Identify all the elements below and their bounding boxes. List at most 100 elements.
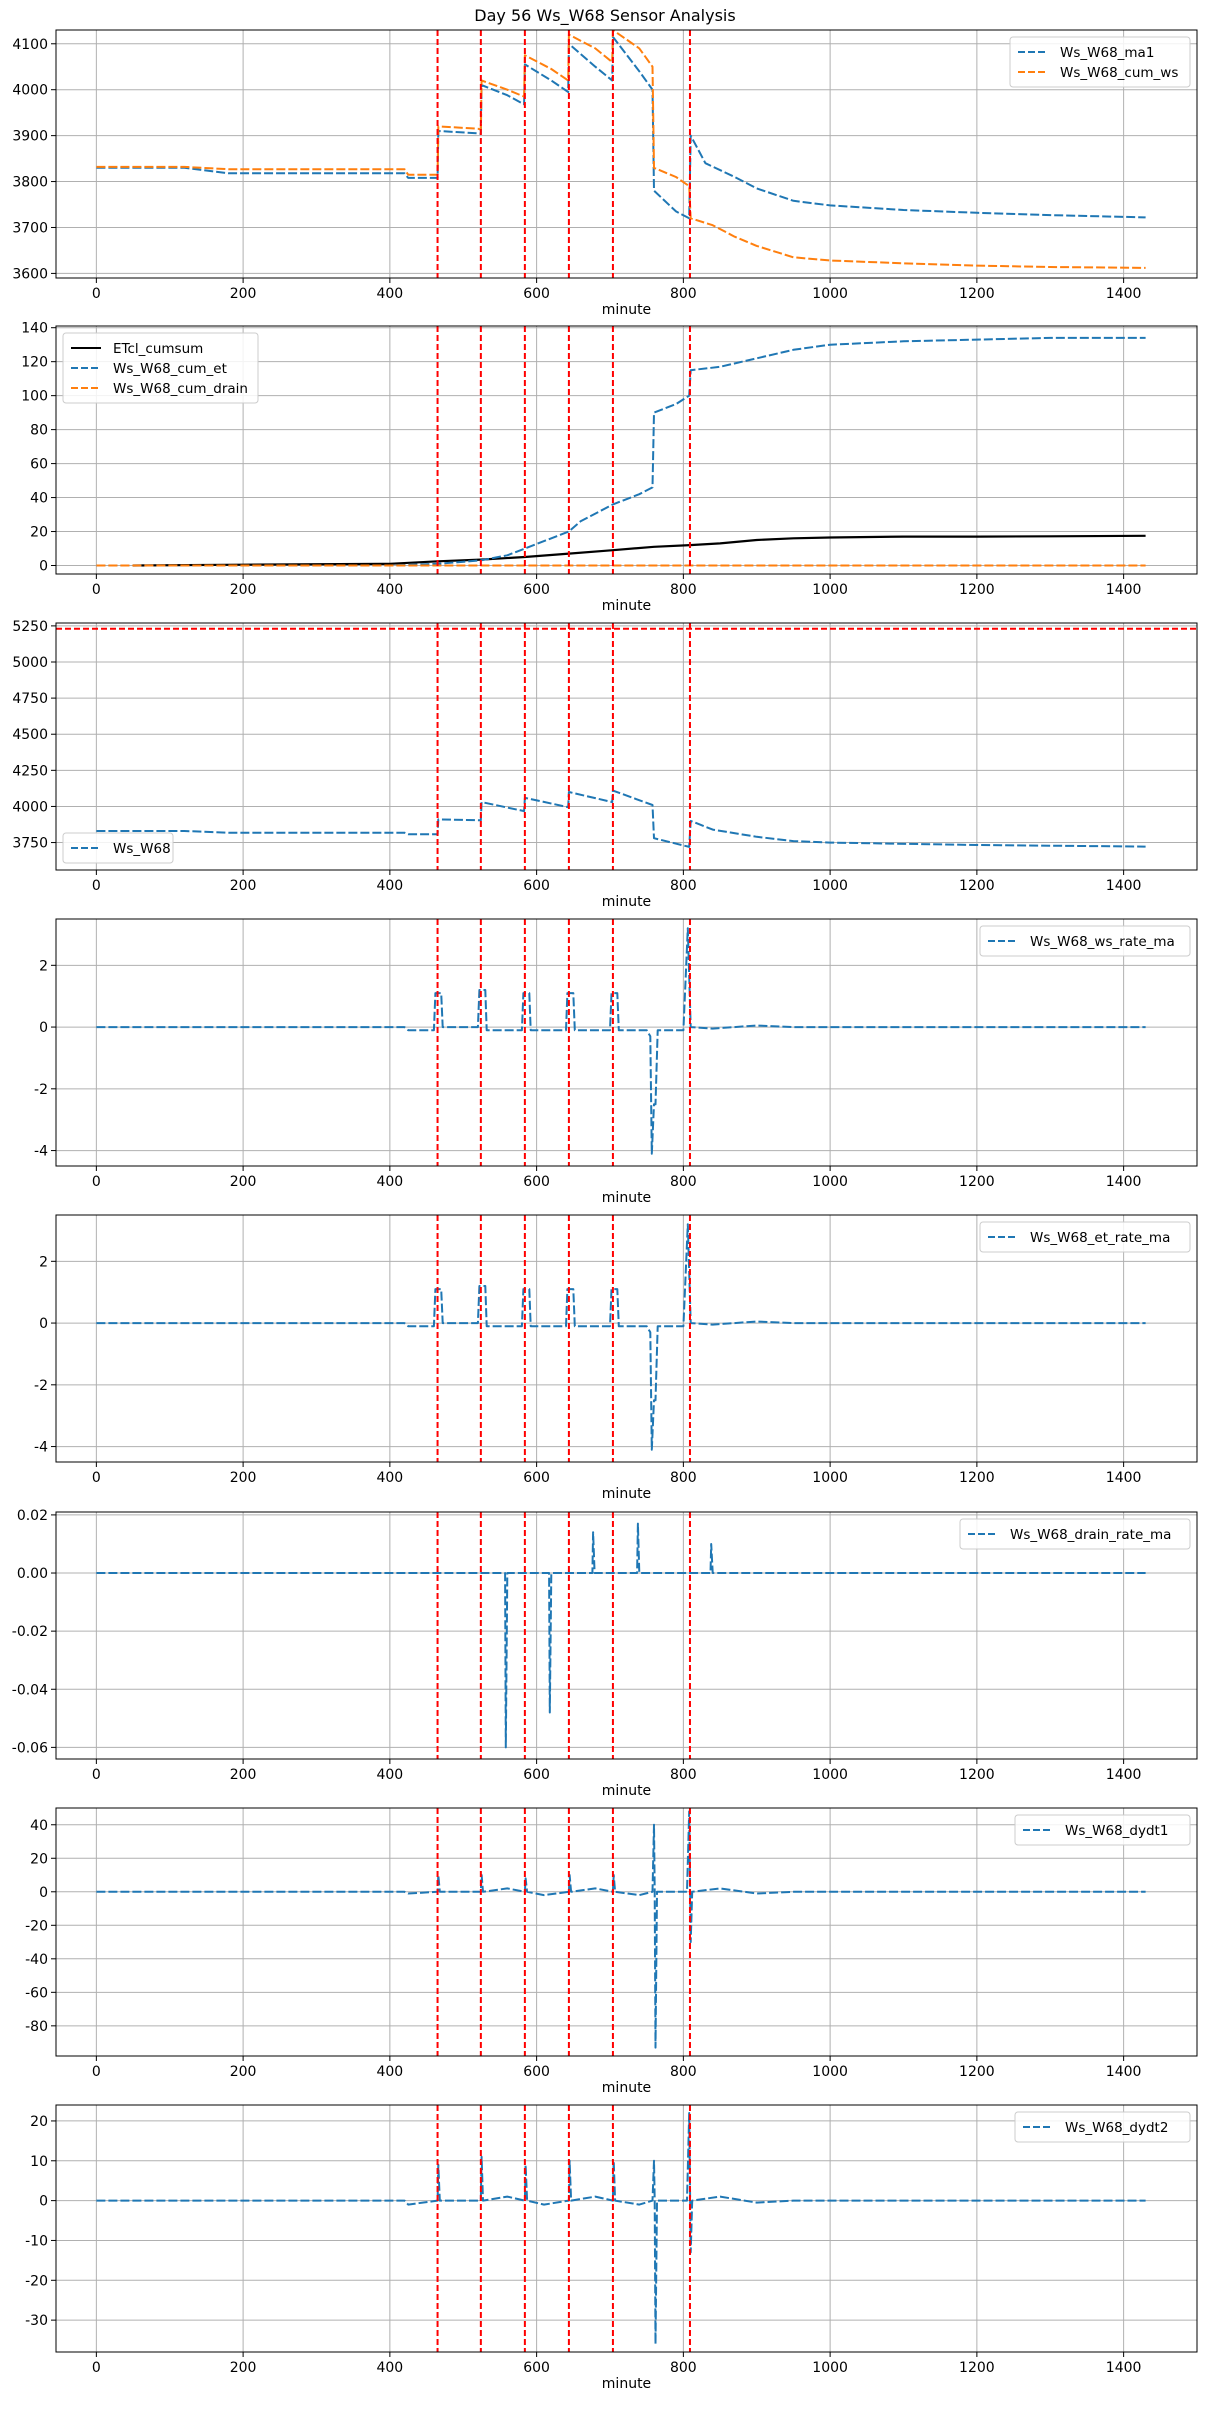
x-tick-label: 600 — [523, 878, 550, 894]
x-tick-label: 800 — [670, 286, 697, 302]
axes-frame — [55, 29, 1198, 279]
x-tick-label: 600 — [523, 1470, 550, 1486]
x-tick-label: 1400 — [1106, 286, 1142, 302]
y-tick-label: -0.04 — [12, 1682, 48, 1698]
plot-area — [96, 1215, 1146, 1462]
legend-box — [979, 925, 1191, 957]
x-tick-label: 0 — [92, 2360, 101, 2376]
y-tick-label: 40 — [30, 491, 48, 507]
y-tick-label: -80 — [25, 2019, 48, 2035]
axes-frame — [55, 1807, 1198, 2057]
legend-box — [1014, 1814, 1191, 1846]
legend-label: Ws_W68_dydt2 — [1065, 2120, 1168, 2136]
series-line-Ws_W68_drain_rate_ma — [96, 1522, 1146, 1749]
x-tick-label: 1400 — [1106, 1174, 1142, 1190]
y-tick-label: 10 — [30, 2154, 48, 2170]
legend-label: Ws_W68_drain_rate_ma — [1010, 1527, 1171, 1543]
y-tick-label: 120 — [21, 355, 48, 371]
x-tick-label: 800 — [670, 1767, 697, 1783]
legend: ETcl_cumsum Ws_W68_cum_et Ws_W68_cum_drain — [62, 332, 259, 404]
series-line-ETcl_cumsum — [132, 534, 1146, 567]
x-axis-label: minute — [602, 2376, 651, 2392]
x-tick-label: 1000 — [812, 2360, 848, 2376]
x-tick-label: 800 — [670, 1470, 697, 1486]
x-tick-label: 1200 — [959, 878, 995, 894]
legend-label: Ws_W68_ws_rate_ma — [1030, 934, 1175, 950]
series-line-Ws_W68_cum_et — [96, 336, 1146, 567]
x-axis-label: minute — [602, 894, 651, 910]
x-tick-label: 400 — [376, 1767, 403, 1783]
x-tick-label: 400 — [376, 582, 403, 598]
x-tick-label: 1400 — [1106, 1767, 1142, 1783]
plot-area — [96, 1808, 1146, 2056]
x-tick-label: 200 — [230, 1767, 257, 1783]
x-tick-label: 800 — [670, 582, 697, 598]
y-tick-label: -0.02 — [12, 1624, 48, 1640]
subplot-7: 0 200 400 600 800 1000 1200 1400 -80 -60 -40 -20 0 20… — [25, 1807, 1198, 2096]
x-tick-label: 1200 — [959, 1174, 995, 1190]
subplot-2: 0 200 400 600 800 1000 1200 1400 0 20 40 60 80 100 120… — [21, 321, 1198, 614]
x-tick-label: 1400 — [1106, 878, 1142, 894]
legend: Ws_W68_dydt1 — [1014, 1814, 1191, 1846]
plot-area — [56, 623, 1197, 870]
plot-area — [96, 919, 1146, 1166]
x-tick-label: 400 — [376, 2360, 403, 2376]
x-tick-label: 1200 — [959, 582, 995, 598]
x-tick-label: 400 — [376, 1470, 403, 1486]
x-tick-label: 600 — [523, 582, 550, 598]
x-axis-label: minute — [602, 1190, 651, 1206]
x-tick-label: 0 — [92, 2064, 101, 2080]
x-tick-label: 600 — [523, 2360, 550, 2376]
x-tick-label: 200 — [230, 2360, 257, 2376]
y-tick-label: 80 — [30, 423, 48, 439]
y-tick-label: 2 — [39, 1254, 48, 1270]
y-tick-label: 0 — [39, 2194, 48, 2210]
legend-label: Ws_W68_ma1 — [1060, 45, 1154, 61]
legend-box — [62, 332, 259, 404]
y-tick-label: -0.06 — [12, 1740, 48, 1756]
plot-area — [96, 1512, 1146, 1759]
x-tick-label: 0 — [92, 878, 101, 894]
y-tick-label: -20 — [25, 1918, 48, 1934]
x-tick-label: 600 — [523, 1174, 550, 1190]
y-tick-label: 5250 — [12, 619, 48, 635]
legend-label: Ws_W68_dydt1 — [1065, 1823, 1168, 1839]
x-tick-label: 1000 — [812, 286, 848, 302]
series-line-Ws_W68_et_rate_ma — [96, 1223, 1146, 1451]
y-tick-label: 3700 — [12, 220, 48, 236]
x-tick-label: 200 — [230, 582, 257, 598]
x-tick-label: 200 — [230, 2064, 257, 2080]
x-tick-label: 1000 — [812, 1767, 848, 1783]
y-tick-label: 20 — [30, 525, 48, 541]
legend-box — [979, 1221, 1191, 1253]
x-tick-label: 400 — [376, 1174, 403, 1190]
plot-area — [96, 326, 1146, 574]
y-tick-label: 140 — [21, 321, 48, 337]
series-line-Ws_W68_dydt2 — [96, 2112, 1146, 2345]
subplot-8: 0 200 400 600 800 1000 1200 1400 -30 -20 -10 0 10 20 m… — [25, 2104, 1198, 2392]
x-tick-label: 1200 — [959, 2360, 995, 2376]
x-tick-label: 1200 — [959, 1470, 995, 1486]
y-tick-label: -30 — [25, 2313, 48, 2329]
axes-frame — [55, 2104, 1198, 2353]
y-tick-label: 0.02 — [17, 1508, 48, 1524]
legend-label: Ws_W68_cum_drain — [113, 381, 248, 397]
x-tick-label: 1200 — [959, 286, 995, 302]
series-line-Ws_W68_ws_rate_ma — [96, 927, 1146, 1155]
y-tick-label: 3750 — [12, 836, 48, 852]
x-tick-label: 200 — [230, 286, 257, 302]
axes-frame — [55, 918, 1198, 1167]
x-tick-label: 1000 — [812, 1174, 848, 1190]
axes-frame — [55, 325, 1198, 575]
x-tick-label: 1000 — [812, 2064, 848, 2080]
x-tick-label: 1200 — [959, 1767, 995, 1783]
x-tick-label: 0 — [92, 1767, 101, 1783]
y-tick-label: -40 — [25, 1952, 48, 1968]
y-tick-label: 4000 — [12, 799, 48, 815]
axes-frame — [55, 1511, 1198, 1760]
y-tick-label: 20 — [30, 2114, 48, 2130]
legend: Ws_W68_dydt2 — [1014, 2111, 1191, 2143]
y-tick-label: -2 — [34, 1378, 48, 1394]
x-tick-label: 1200 — [959, 2064, 995, 2080]
y-tick-label: -4 — [34, 1440, 48, 1456]
